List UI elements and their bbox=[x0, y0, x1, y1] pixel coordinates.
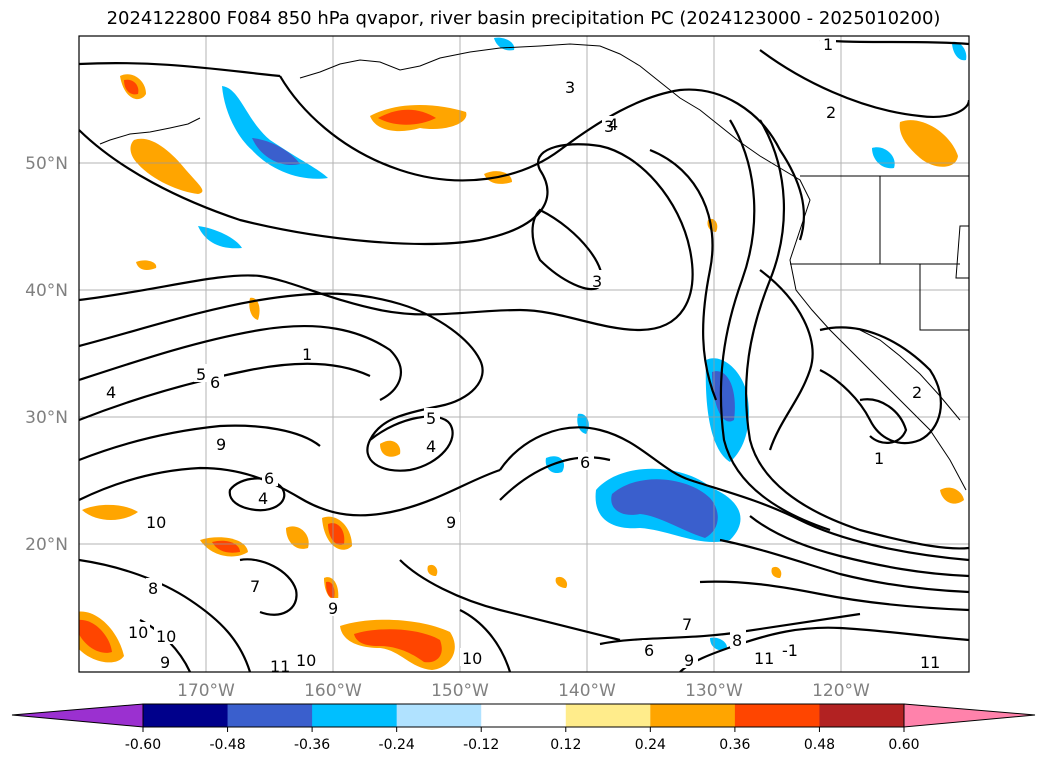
colorbar-cell bbox=[734, 704, 820, 727]
colorbar-extend-high bbox=[903, 703, 1036, 728]
grid-lines bbox=[79, 36, 969, 672]
contour-label: 6 bbox=[210, 373, 220, 392]
contour-label: 10 bbox=[156, 627, 176, 646]
colorbar-tick-label: 0.48 bbox=[804, 737, 835, 753]
colorbar-cell bbox=[143, 704, 229, 727]
colorbar-cell bbox=[481, 704, 567, 727]
lon-label-120w: 120°W bbox=[812, 681, 870, 701]
contour-label: 10 bbox=[462, 649, 482, 668]
colorbar-tick-label: -0.12 bbox=[463, 737, 499, 753]
lon-label-160w: 160°W bbox=[304, 681, 362, 701]
contour-label: 9 bbox=[216, 435, 226, 454]
contour-label: 9 bbox=[160, 653, 170, 672]
contour-label: 2 bbox=[912, 383, 922, 402]
lon-label-140w: 140°W bbox=[558, 681, 616, 701]
latitude-labels: 50°N 40°N 30°N 20°N bbox=[25, 154, 68, 555]
map-background bbox=[79, 36, 969, 672]
colorbar-outline bbox=[142, 703, 905, 728]
contour-label: 9 bbox=[684, 651, 694, 670]
contour-label: 10 bbox=[146, 513, 166, 532]
colorbar-tick-label: -0.60 bbox=[125, 737, 161, 753]
lat-label-40n: 40°N bbox=[25, 281, 68, 301]
colorbar-tick-label: 0.24 bbox=[635, 737, 666, 753]
lat-label-50n: 50°N bbox=[25, 154, 68, 174]
colorbar-cell bbox=[396, 704, 482, 727]
contour-label: 10 bbox=[128, 623, 148, 642]
contour-label: 10 bbox=[296, 651, 316, 670]
contour-label: 6 bbox=[644, 641, 654, 660]
contour-label: 1 bbox=[302, 345, 312, 364]
contour-label: 4 bbox=[106, 383, 116, 402]
colorbar-tick-label: -0.48 bbox=[209, 737, 245, 753]
contour-label: 7 bbox=[682, 615, 692, 634]
contour-label: 11 bbox=[270, 657, 290, 676]
positive-anomaly-areas bbox=[79, 74, 964, 670]
colorbar-tick-label: 0.12 bbox=[550, 737, 581, 753]
figure-title: 2024122800 F084 850 hPa qvapor, river ba… bbox=[106, 8, 941, 29]
contour-label: 2 bbox=[826, 103, 836, 122]
contour-label: 1 bbox=[874, 449, 884, 468]
lon-label-130w: 130°W bbox=[685, 681, 743, 701]
contour-lines bbox=[79, 38, 969, 672]
contour-label: 4 bbox=[426, 437, 436, 456]
contour-label: 9 bbox=[328, 599, 338, 618]
contour-label: 9 bbox=[446, 513, 456, 532]
colorbar-tick-label: -0.36 bbox=[294, 737, 330, 753]
contour-label: -1 bbox=[782, 641, 798, 660]
shaded-anomalies bbox=[79, 37, 967, 670]
lon-label-170w: 170°W bbox=[177, 681, 235, 701]
contour-label: 3 bbox=[592, 272, 602, 291]
contour-label: 4 bbox=[608, 115, 618, 134]
contour-label: 5 bbox=[426, 409, 436, 428]
colorbar-tick-label: 0.36 bbox=[719, 737, 750, 753]
contour-label: 11 bbox=[920, 653, 940, 672]
contour-label: 5 bbox=[196, 365, 206, 384]
coastlines bbox=[99, 43, 969, 491]
colorbar-cell bbox=[819, 704, 905, 727]
colorbar-cell bbox=[565, 704, 651, 727]
longitude-labels: 170°W 160°W 150°W 140°W 130°W 120°W bbox=[177, 681, 870, 701]
contour-label: 7 bbox=[250, 577, 260, 596]
colorbar-extend-low bbox=[11, 703, 144, 728]
contour-label: 3 bbox=[604, 117, 614, 136]
contour-label: 8 bbox=[148, 579, 158, 598]
contour-label: 4 bbox=[258, 489, 268, 508]
colorbar-tick-label: -0.24 bbox=[379, 737, 415, 753]
colorbar-cell bbox=[227, 704, 313, 727]
contour-label: 11 bbox=[754, 649, 774, 668]
lat-label-20n: 20°N bbox=[25, 535, 68, 555]
contour-label: 3 bbox=[565, 78, 575, 97]
colorbar-cell bbox=[650, 704, 736, 727]
colorbar-tick-label: 0.60 bbox=[888, 737, 919, 753]
contour-label: 1 bbox=[823, 35, 833, 54]
contour-label: 8 bbox=[732, 631, 742, 650]
contour-label: 6 bbox=[264, 469, 274, 488]
contour-labels: 1 2 3 3 3 4 4 4 4 5 5 6 6 6 6 7 7 8 8 9 … bbox=[104, 35, 942, 676]
lon-label-150w: 150°W bbox=[431, 681, 489, 701]
contour-label: 6 bbox=[580, 453, 590, 472]
lat-label-30n: 30°N bbox=[25, 408, 68, 428]
colorbar-cell bbox=[312, 704, 398, 727]
colorbar: -0.60 -0.48 -0.36 -0.24 -0.12 0.12 0.24 0.36 0.4… bbox=[11, 703, 1036, 753]
map-frame bbox=[78, 35, 970, 673]
